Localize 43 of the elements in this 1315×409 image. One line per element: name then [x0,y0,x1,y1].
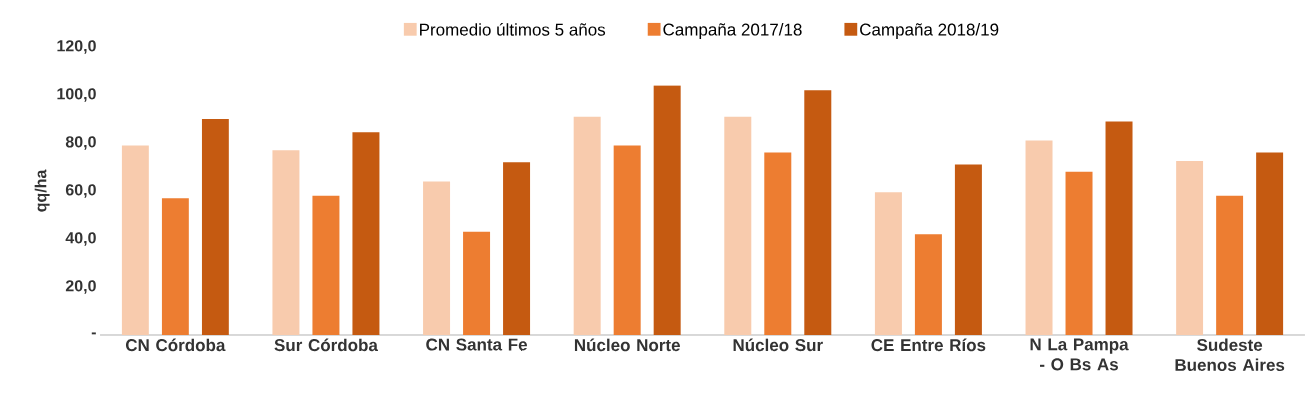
y-tick-label: 100,0 [57,88,96,102]
x-tick-label: Núcleo Norte [574,338,680,352]
x-tick-label: Sudeste Buenos Aires [1175,338,1285,372]
legend-label: Campaña 2017/18 [663,23,802,39]
bar [573,116,601,335]
bar [272,150,300,335]
bar [423,181,451,335]
bar [352,132,380,335]
bar [1065,171,1093,335]
bar [724,116,752,335]
x-tick-label: CE Entre Ríos [871,338,986,352]
y-tick-label: 80,0 [65,136,96,150]
bar [804,90,832,335]
legend-label: Promedio últimos 5 años [420,23,606,36]
x-tick-label: Sur Córdoba [274,338,378,352]
y-tick-label: 120,0 [57,40,96,54]
y-tick-label: 40,0 [65,232,96,246]
bar [613,145,641,335]
bar [312,195,340,335]
y-tick-label: 60,0 [65,184,96,198]
bar [954,164,982,335]
x-tick-label: Núcleo Sur [733,338,823,352]
x-tick-label: N La Pampa - O Bs As [1030,338,1129,371]
bar [1025,140,1053,335]
x-tick-label: CN Santa Fe [426,338,527,351]
bar [653,85,681,335]
bar [1176,160,1204,335]
y-tick-label: - [91,332,96,335]
legend-label: Campaña 2018/19 [860,23,999,39]
bar [914,234,942,335]
bar [161,198,189,335]
bar [121,145,149,335]
bar [764,152,792,335]
bar [463,231,491,335]
bar [1256,152,1284,335]
bar [874,192,902,335]
bar [1216,195,1244,335]
bar [1105,121,1133,335]
y-tick-label: 20,0 [65,280,96,294]
bar [201,118,229,335]
x-tick-label: CN Córdoba [125,338,226,352]
y-axis-title: qq/ha [34,169,50,212]
bar [503,162,531,335]
